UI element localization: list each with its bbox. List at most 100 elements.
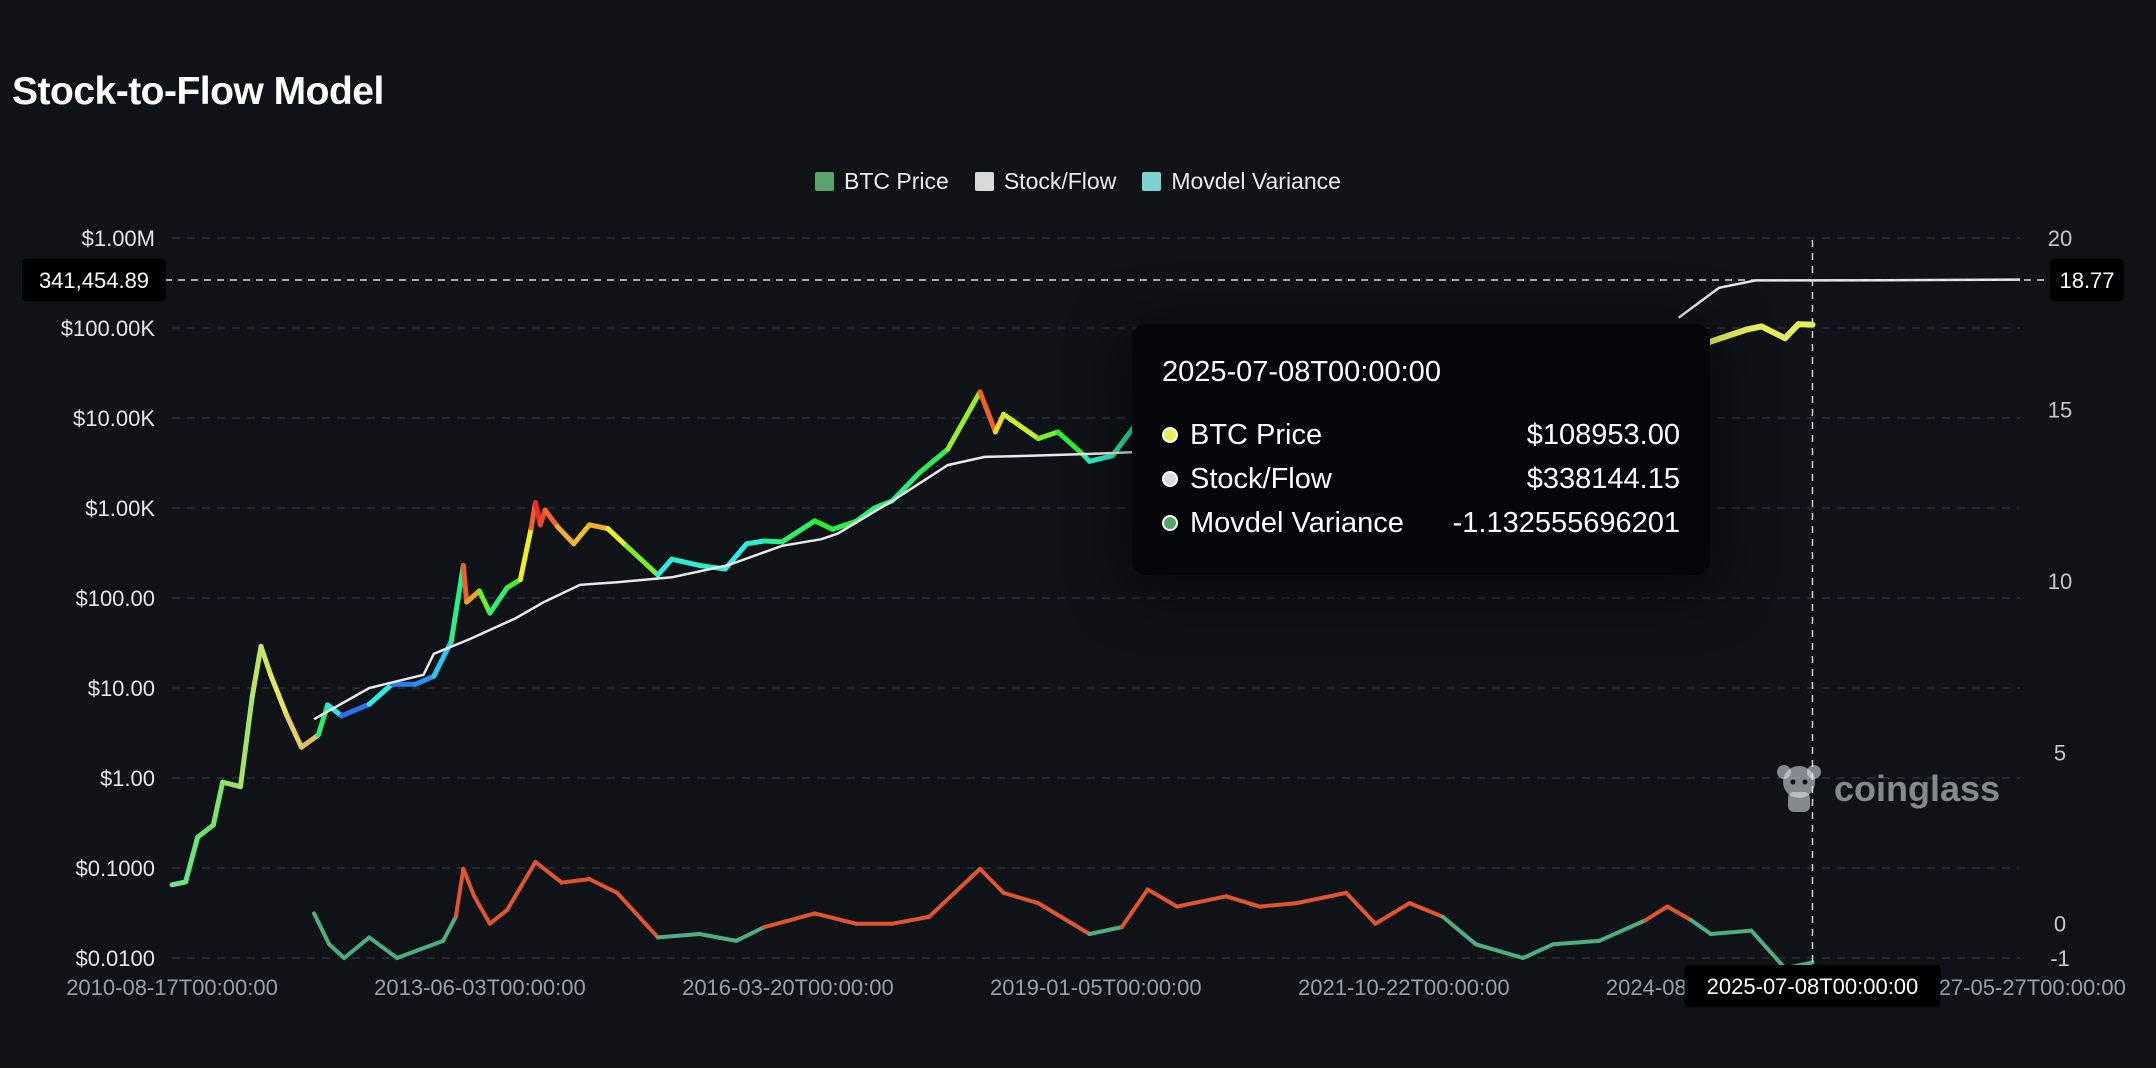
- stock-flow-line-recent: [1677, 278, 2021, 319]
- legend-swatch-btc-price: [815, 172, 835, 191]
- model-variance-segment: [1174, 894, 1229, 909]
- btc-price-segment: [992, 411, 1007, 435]
- btc-price-segment: [487, 585, 510, 616]
- tooltip-name-btc-price: BTC Price: [1190, 418, 1323, 451]
- btc-price-segment: [325, 702, 345, 719]
- btc-price-segment: [779, 518, 818, 545]
- tooltip-dot-btc-price: [1162, 427, 1178, 443]
- btc-price-segment: [1055, 429, 1086, 458]
- crosshair-right-label: 18.77: [2059, 268, 2114, 293]
- btc-price-segment: [448, 562, 466, 644]
- btc-price-segment: [1706, 326, 1750, 345]
- crosshair-x-label: 2025-07-08T00:00:00: [1707, 974, 1919, 999]
- y-left-tick-label: $1.00K: [85, 496, 155, 521]
- btc-price-segment: [315, 702, 331, 738]
- btc-price-segment: [889, 469, 923, 504]
- model-variance-segment: [1473, 942, 1525, 960]
- btc-price-segment: [554, 524, 577, 547]
- model-variance-segment: [1373, 901, 1412, 926]
- btc-price-segment: [697, 562, 728, 572]
- btc-price-segment: [195, 822, 216, 840]
- coinglass-watermark: coinglass: [1774, 762, 2000, 816]
- model-variance-segment: [927, 866, 983, 919]
- crosshair-y-label: 341,454.89: [39, 268, 149, 293]
- tooltip-row-model-variance: Movdel Variance -1.132555696201: [1162, 501, 1680, 545]
- model-variance-segment: [1294, 890, 1349, 906]
- x-tick-label: 2019-01-05T00:00:00: [990, 975, 1202, 1000]
- btc-price-segment: [237, 694, 255, 790]
- model-variance-segment: [890, 914, 932, 926]
- btc-price-segment: [268, 672, 290, 718]
- btc-price-segment: [1035, 429, 1061, 442]
- model-variance-segment: [1036, 901, 1092, 936]
- stock-flow-line: [313, 440, 1245, 721]
- chart-legend: BTC Price Stock/Flow Movdel Variance: [0, 168, 2156, 195]
- btc-price-segment: [1087, 453, 1115, 464]
- y-right-tick-label: 10: [2048, 569, 2072, 594]
- model-variance-segment: [762, 911, 817, 930]
- model-variance-segment: [697, 932, 739, 943]
- y-right-tick-label: 5: [2054, 740, 2066, 765]
- legend-item-btc-price[interactable]: BTC Price: [815, 168, 949, 195]
- btc-price-segment: [977, 389, 998, 435]
- y-left-tick-label: $10.00K: [73, 406, 155, 431]
- model-variance-segment: [312, 911, 332, 947]
- model-variance-segment: [1087, 925, 1124, 936]
- legend-item-model-variance[interactable]: Movdel Variance: [1142, 168, 1341, 195]
- btc-price-segment: [412, 673, 437, 687]
- y-left-tick-label: $100.00: [75, 586, 155, 611]
- legend-swatch-stock-flow: [974, 172, 994, 191]
- btc-price-segment: [605, 526, 629, 549]
- btc-price-segment: [460, 562, 470, 605]
- btc-price-segment: [1758, 323, 1789, 342]
- model-variance-segment: [1597, 918, 1648, 943]
- btc-price-segment: [476, 588, 493, 616]
- x-tick-label: 2016-03-20T00:00:00: [682, 975, 894, 1000]
- y-left-tick-label: $1.00: [100, 766, 155, 791]
- legend-item-stock-flow[interactable]: Stock/Flow: [974, 168, 1116, 195]
- y-right-tick-label: 15: [2048, 397, 2072, 422]
- model-variance-segment: [1708, 928, 1754, 936]
- coinglass-logo-icon: [1777, 765, 1821, 812]
- y-left-tick-label: $10.00: [88, 676, 155, 701]
- btc-price-segment: [366, 681, 395, 707]
- tooltip-dot-stock-flow: [1162, 471, 1178, 487]
- model-variance-segment: [1551, 938, 1602, 947]
- crosshair-y-label-box: [22, 259, 166, 301]
- x-tick-label: 2021-10-22T00:00:00: [1298, 975, 1510, 1000]
- btc-price-segment: [210, 779, 226, 828]
- btc-price-segment: [542, 507, 560, 530]
- btc-price-segment: [812, 518, 836, 532]
- btc-price-segment: [298, 732, 321, 750]
- model-variance-segment: [1145, 887, 1179, 909]
- legend-label-model-variance: Movdel Variance: [1171, 168, 1341, 194]
- btc-price-segment: [504, 577, 523, 591]
- y-left-tick-label: $0.0100: [75, 946, 155, 971]
- tooltip-date: 2025-07-08T00:00:00: [1162, 356, 1441, 388]
- y-left-tick-label: $1.00M: [82, 226, 155, 251]
- model-variance-segment: [461, 866, 477, 899]
- btc-price-segment: [853, 505, 877, 524]
- btc-price-segment: [220, 779, 243, 790]
- model-variance-segment: [812, 911, 859, 926]
- tooltip: 2025-07-08T00:00:00 BTC Price $108953.00…: [1132, 324, 1710, 575]
- y-right-tick-label: 20: [2048, 226, 2072, 251]
- tooltip-value-btc-price: $108953.00: [1526, 418, 1680, 451]
- watermark-text: coinglass: [1834, 768, 2001, 809]
- tooltip-dot-model-variance: [1162, 515, 1178, 531]
- model-variance-segment: [342, 935, 372, 960]
- model-variance-segment: [1257, 901, 1299, 909]
- model-variance-segment: [453, 866, 466, 919]
- tooltip-row-btc-price: BTC Price $108953.00: [1162, 413, 1680, 457]
- model-variance-segment: [367, 935, 400, 960]
- btc-price-segment: [1001, 411, 1041, 442]
- model-variance-segment: [1665, 904, 1694, 923]
- btc-price-segment: [945, 389, 983, 452]
- tooltip-value-stock-flow: $338144.15: [1526, 462, 1680, 495]
- btc-price-segment: [586, 522, 611, 532]
- model-variance-segment: [1119, 887, 1150, 930]
- btc-price-segment: [258, 643, 274, 678]
- btc-price-segment: [669, 556, 703, 568]
- legend-label-btc-price: BTC Price: [844, 168, 949, 194]
